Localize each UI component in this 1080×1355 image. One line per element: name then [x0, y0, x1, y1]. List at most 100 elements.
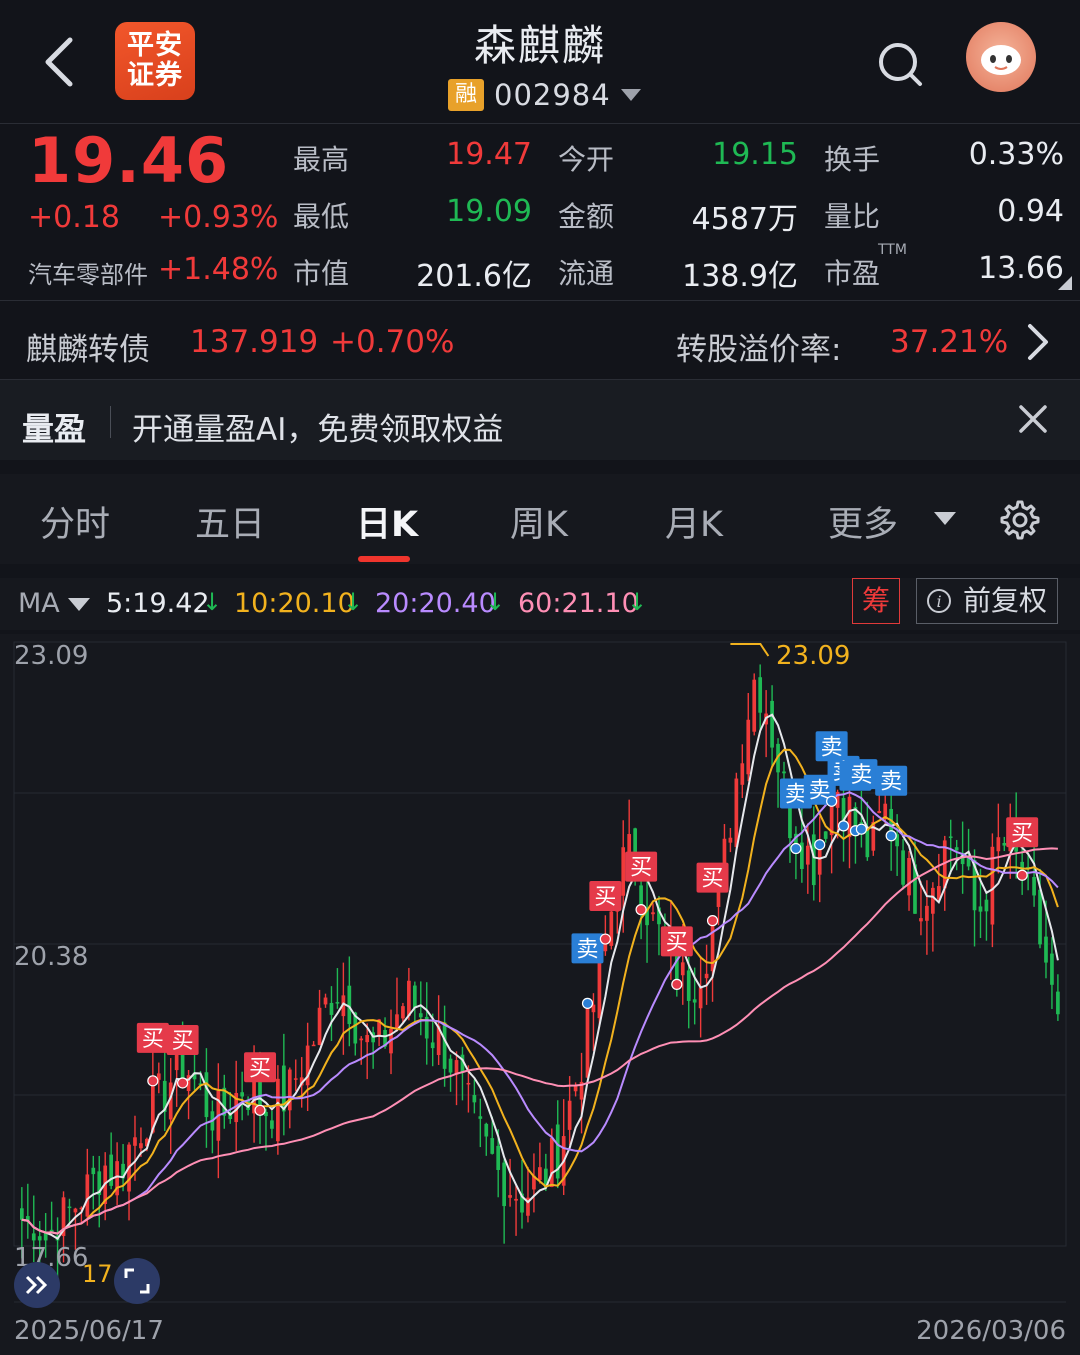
- candle-body: [573, 1086, 578, 1092]
- back-arrow-icon[interactable]: [40, 34, 80, 90]
- candle-body: [889, 808, 894, 836]
- price-adjust-button[interactable]: 前复权: [916, 578, 1058, 624]
- candle-body: [49, 1229, 54, 1232]
- candle-body: [746, 719, 751, 775]
- chip-distribution-button[interactable]: 筹: [852, 578, 900, 624]
- candle-body: [204, 1072, 209, 1118]
- candle: [353, 1011, 358, 1056]
- gear-icon[interactable]: [996, 498, 1040, 542]
- candle-body: [782, 771, 786, 774]
- candle: [377, 1018, 381, 1047]
- tab-monthly-k[interactable]: 月K: [665, 505, 723, 545]
- candle-body: [246, 1099, 250, 1110]
- candle: [1056, 974, 1060, 1021]
- banner-brand: 量盈: [22, 410, 87, 448]
- candle-body: [145, 1138, 149, 1147]
- candle-body: [401, 1006, 405, 1019]
- bond-name: 麒麟转债: [26, 332, 150, 368]
- ma60-value: 60:21.10: [518, 588, 639, 619]
- assistant-mascot-icon: [981, 45, 1021, 75]
- candle-body: [454, 1060, 459, 1075]
- close-icon[interactable]: [1016, 402, 1050, 436]
- candle: [484, 1122, 489, 1156]
- signal-label: 卖: [576, 937, 598, 962]
- candle-body: [121, 1163, 125, 1179]
- ma-label[interactable]: MA: [18, 588, 60, 619]
- candle: [538, 1142, 542, 1184]
- promo-banner[interactable]: 量盈 开通量盈AI，免费领取权益: [0, 380, 1080, 460]
- candle: [704, 944, 709, 1005]
- k-line-chart[interactable]: 买买买卖买买买买卖卖卖卖卖卖卖买 23.09 20.38 17.66 23.09…: [0, 634, 1080, 1355]
- signal-badge: [660, 926, 693, 957]
- expand-button[interactable]: [14, 1262, 60, 1308]
- candle: [740, 744, 745, 799]
- candle-body: [674, 951, 679, 985]
- caret-down-icon[interactable]: [68, 598, 90, 612]
- candle: [442, 1005, 447, 1087]
- candle-body: [794, 833, 798, 849]
- high-value: 19.47: [446, 137, 532, 172]
- stock-code-selector[interactable]: 融 002984: [448, 78, 641, 112]
- candle: [37, 1220, 42, 1270]
- tab-more[interactable]: 更多: [828, 505, 899, 545]
- candle-body: [293, 1078, 298, 1080]
- candle: [20, 1187, 24, 1259]
- search-icon[interactable]: [876, 40, 924, 88]
- tab-daily-k[interactable]: 日K: [356, 505, 419, 545]
- candle-body: [585, 1003, 590, 1078]
- candle: [365, 1023, 370, 1080]
- signal-badge: [845, 759, 878, 790]
- signal-dot: [837, 820, 850, 832]
- candle-body: [752, 679, 757, 732]
- candle-body: [692, 999, 697, 1003]
- candle: [311, 1041, 316, 1047]
- candle-body: [895, 834, 899, 847]
- candle: [942, 835, 947, 911]
- convertible-bond-row[interactable]: 麒麟转债 137.919 +0.70% 转股溢价率: 37.21%: [0, 302, 1080, 378]
- candle: [287, 1067, 292, 1129]
- candle-body: [847, 796, 852, 838]
- candle: [228, 1092, 233, 1124]
- tab-five-day[interactable]: 五日: [195, 505, 266, 545]
- candle: [168, 1058, 173, 1154]
- candle-body: [942, 840, 947, 889]
- candle: [133, 1115, 137, 1181]
- candle-body: [722, 838, 727, 878]
- sector-name[interactable]: 汽车零部件: [28, 261, 148, 289]
- signal-badge: [166, 1024, 199, 1055]
- signal-label: 买: [249, 1056, 271, 1081]
- candle: [865, 801, 870, 861]
- buy-signal: 买: [166, 1024, 199, 1089]
- broker-logo[interactable]: 平安证券: [115, 22, 195, 100]
- candle-body: [490, 1138, 495, 1154]
- candle: [984, 892, 989, 941]
- candle: [383, 1017, 387, 1049]
- ma60-line: [21, 847, 1058, 1235]
- tab-weekly-k[interactable]: 周K: [510, 505, 568, 545]
- candle-body: [948, 836, 953, 838]
- signal-dot: [599, 933, 611, 945]
- buy-signal: 买: [1006, 817, 1039, 881]
- candle: [430, 1013, 435, 1067]
- candlestick-chart[interactable]: 买买买卖买买买买卖卖卖卖卖卖卖买 23.09 20.38 17.66 23.09…: [0, 634, 1080, 1355]
- candle: [162, 1052, 167, 1132]
- pe-value[interactable]: 13.66: [978, 251, 1064, 286]
- x-axis-start: 2025/06/17: [14, 1316, 164, 1346]
- candle-body: [829, 801, 834, 836]
- candle: [520, 1159, 524, 1229]
- float-label: 流通: [558, 257, 615, 290]
- caret-down-icon[interactable]: [934, 512, 956, 525]
- signal-badge: [589, 881, 622, 912]
- candle: [448, 1054, 453, 1092]
- candle-body: [579, 1081, 584, 1100]
- tab-intraday[interactable]: 分时: [40, 505, 111, 545]
- assistant-avatar[interactable]: [966, 22, 1036, 92]
- candle: [478, 1098, 483, 1148]
- signal-badge: [875, 765, 908, 796]
- candle: [85, 1148, 90, 1226]
- sell-signal: 卖: [571, 933, 604, 1009]
- fullscreen-button[interactable]: [114, 1258, 160, 1304]
- sector-change-pct[interactable]: +1.48%: [158, 252, 279, 287]
- bond-change-pct: +0.70%: [330, 324, 455, 360]
- candle-body: [79, 1207, 84, 1210]
